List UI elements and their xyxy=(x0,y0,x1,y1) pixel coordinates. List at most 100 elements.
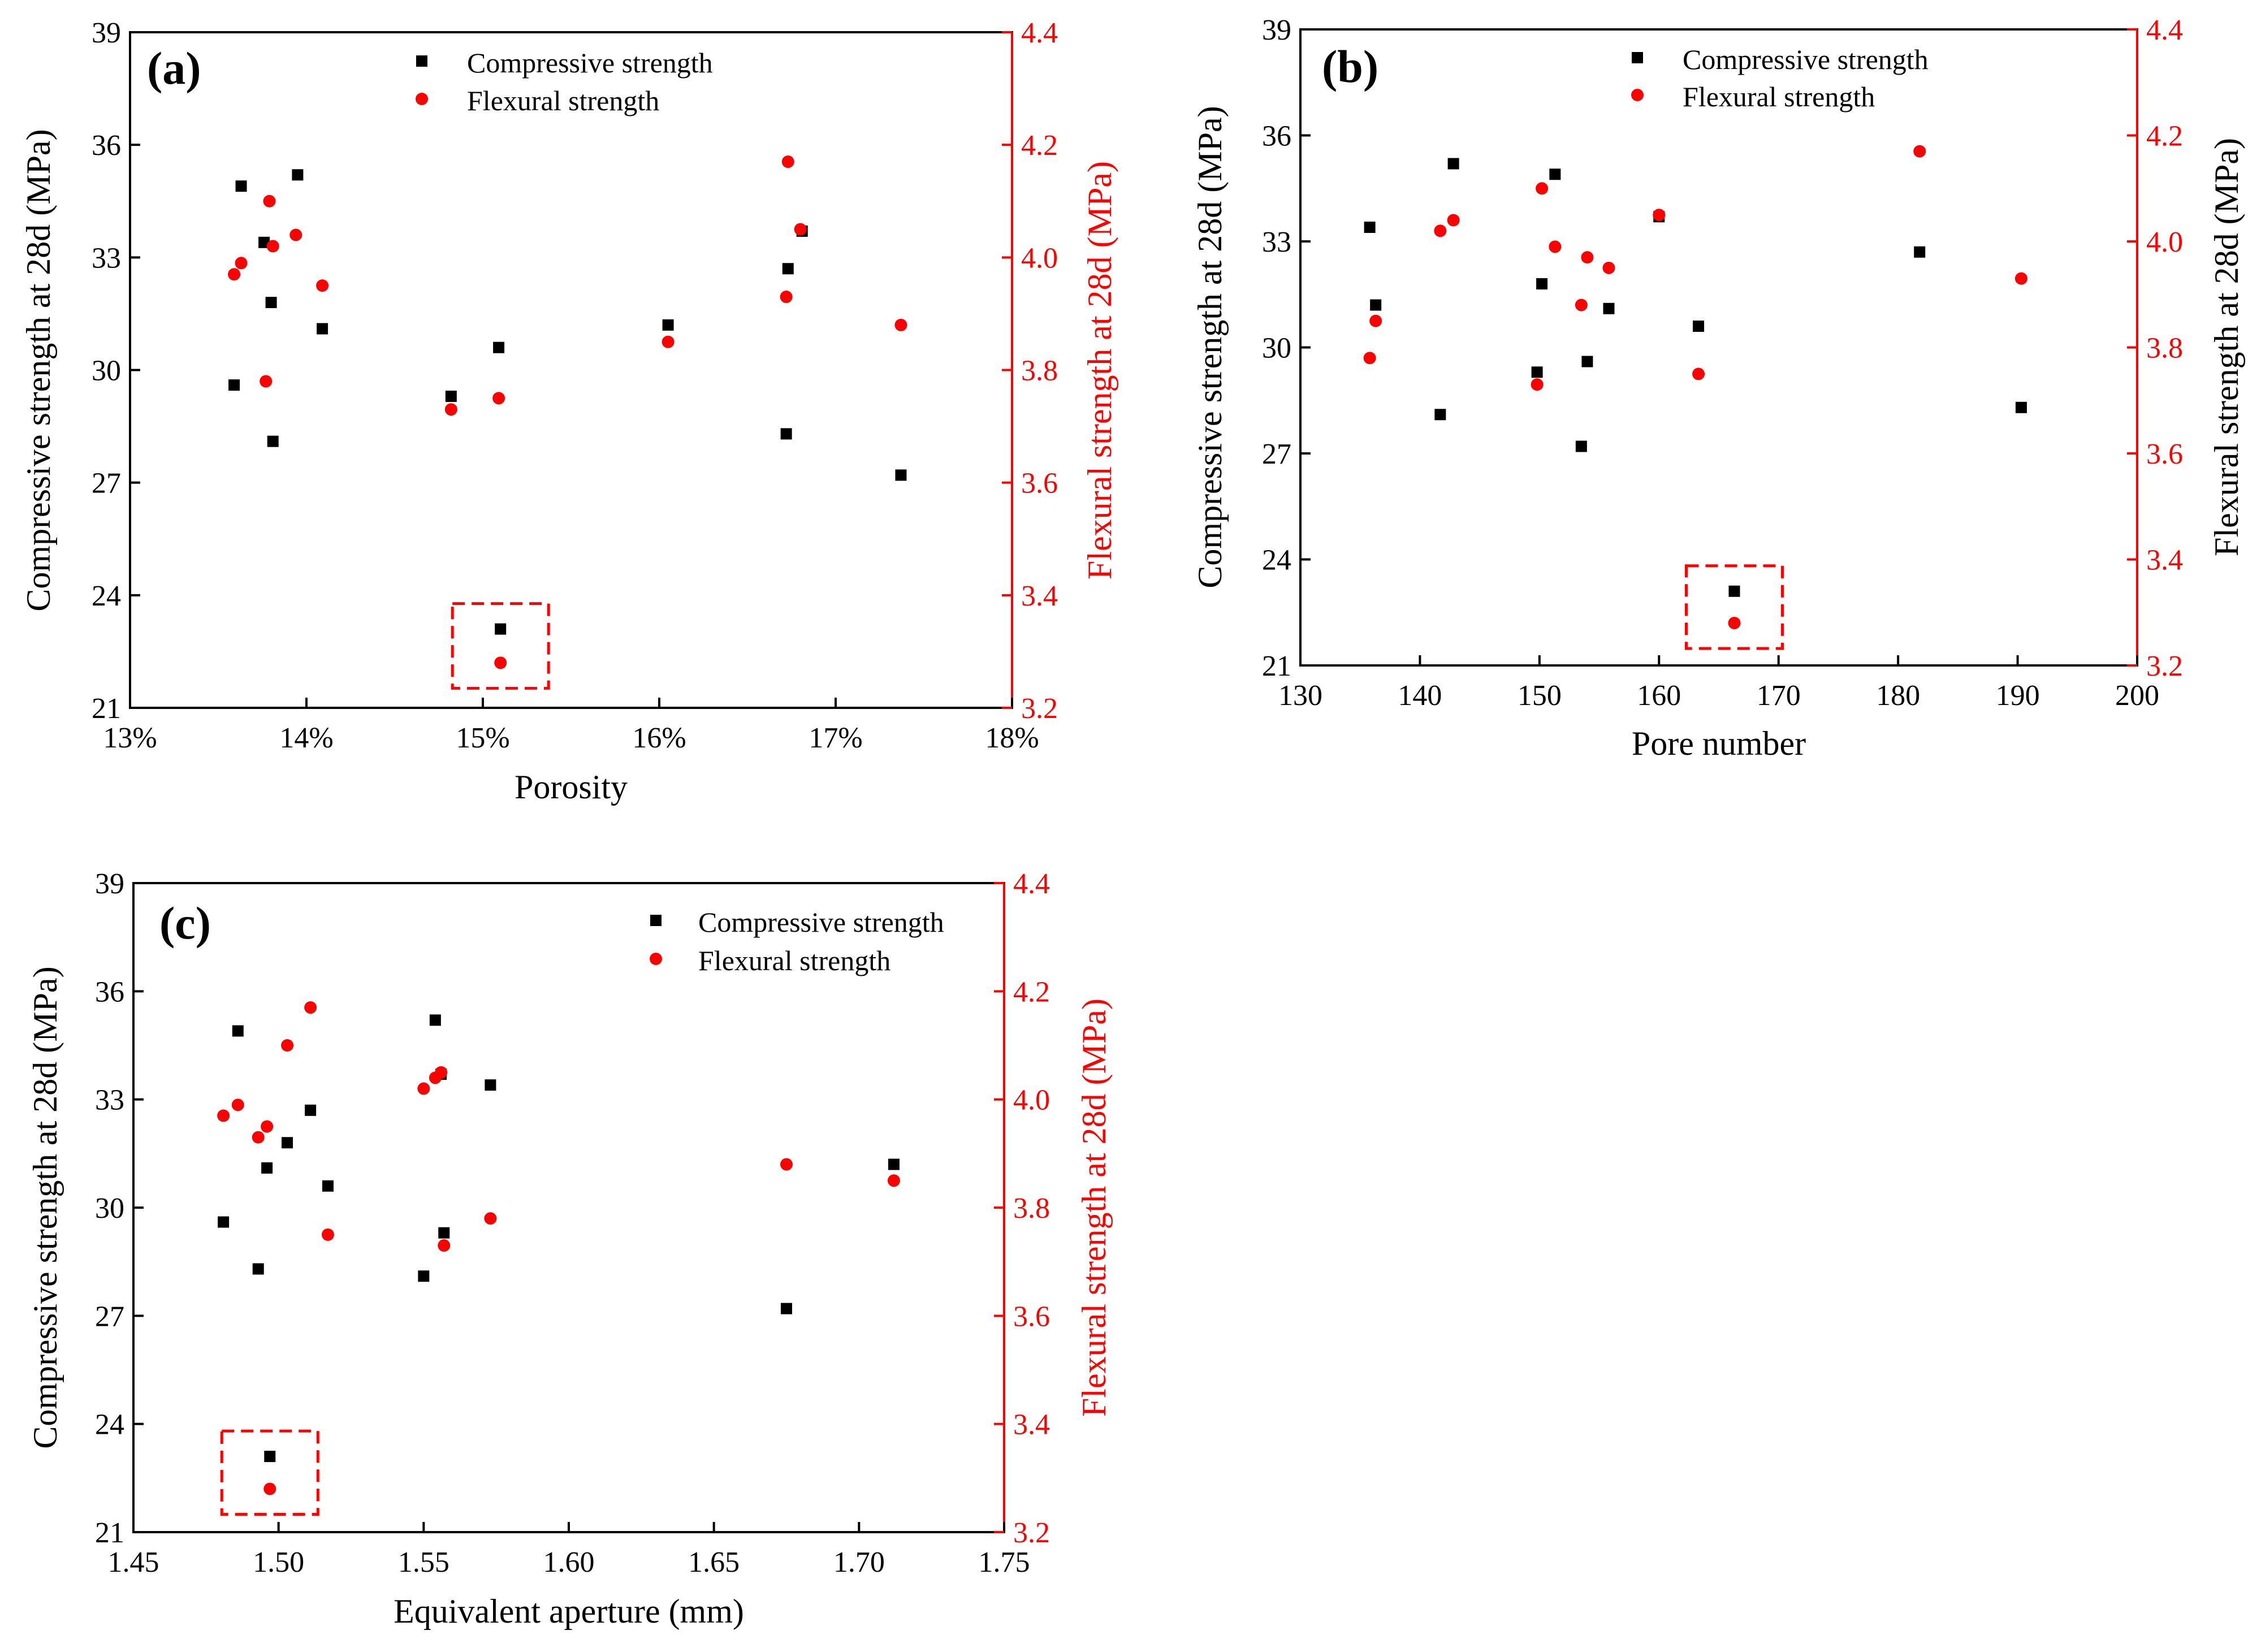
compressive-point xyxy=(1914,246,1926,258)
compressive-point xyxy=(1575,440,1587,452)
y-tick-label: 27 xyxy=(95,1300,124,1333)
plot-frame xyxy=(129,31,1013,709)
flexural-point xyxy=(231,1099,244,1112)
y2-tick-label: 3.8 xyxy=(1021,355,1058,387)
x-tick-label: 1.70 xyxy=(833,1546,885,1579)
compressive-point xyxy=(305,1104,317,1116)
y2-tick-label: 4.4 xyxy=(1013,868,1050,900)
compressive-point xyxy=(780,428,792,440)
compressive-point xyxy=(317,323,328,335)
compressive-point xyxy=(445,390,457,402)
flexural-point xyxy=(780,1158,793,1171)
y2-tick-label: 3.2 xyxy=(1013,1517,1050,1549)
x-tick-label: 130 xyxy=(1278,680,1322,712)
legend: Compressive strength Flexural strength xyxy=(1631,44,1929,113)
y-tick-label: 36 xyxy=(1262,120,1291,153)
legend-marker-compressive xyxy=(416,55,427,67)
flexural-point xyxy=(235,257,248,270)
legend-label-flexural: Flexural strength xyxy=(1683,81,1875,113)
flexural-point xyxy=(217,1109,230,1122)
y2-tick-label: 3.8 xyxy=(1013,1192,1050,1225)
y-tick-label: 21 xyxy=(1262,650,1291,682)
x-tick-label: 1.75 xyxy=(979,1546,1030,1579)
y2-tick-label: 3.4 xyxy=(1021,580,1058,612)
y-tick-label: 30 xyxy=(1262,332,1291,365)
compressive-point xyxy=(267,435,279,447)
y-tick-label: 36 xyxy=(92,129,121,162)
flexural-point xyxy=(1531,378,1544,391)
x-tick-label: 1.55 xyxy=(398,1546,449,1579)
x-tick-label: 200 xyxy=(2115,680,2159,712)
y-tick-label: 30 xyxy=(95,1192,124,1225)
compressive-point xyxy=(1728,585,1740,597)
y2-tick-label: 4.2 xyxy=(1013,976,1050,1008)
y2-axis-label: Flexural strength at 28d (MPa) xyxy=(1075,998,1113,1417)
x-tick-label: 14% xyxy=(279,722,333,754)
legend-label-flexural: Flexural strength xyxy=(698,945,890,976)
flexural-point xyxy=(228,268,241,281)
flexural-point xyxy=(435,1066,448,1079)
y2-tick-label: 3.2 xyxy=(1021,693,1058,725)
y-tick-label: 33 xyxy=(95,1084,124,1117)
flexural-point xyxy=(1653,209,1666,222)
compressive-point xyxy=(2015,401,2027,413)
flexural-point xyxy=(266,240,279,253)
flexural-point xyxy=(281,1039,294,1052)
flexural-point xyxy=(261,1120,274,1133)
x-tick-label: 18% xyxy=(985,722,1039,754)
legend-label-compressive: Compressive strength xyxy=(1683,44,1929,75)
compressive-point xyxy=(1536,278,1548,289)
flexural-point xyxy=(289,228,302,241)
y-tick-label: 33 xyxy=(1262,226,1291,258)
legend-marker-compressive xyxy=(1632,52,1643,63)
x-tick-label: 15% xyxy=(456,722,509,754)
flexural-point xyxy=(894,318,907,331)
flexural-point xyxy=(1602,261,1615,274)
x-tick-label: 17% xyxy=(809,722,862,754)
y-axis-label: Compressive strength at 28d (MPa) xyxy=(1191,106,1229,588)
y2-tick-label: 4.2 xyxy=(1021,129,1058,162)
y2-tick-label: 4.2 xyxy=(2146,120,2183,153)
flexural-point xyxy=(887,1174,900,1187)
x-tick-label: 1.65 xyxy=(688,1546,740,1579)
panel-label: (b) xyxy=(1322,41,1378,92)
y2-tick-label: 4.0 xyxy=(1021,242,1058,274)
flexural-point xyxy=(1913,145,1926,158)
legend-label-flexural: Flexural strength xyxy=(467,85,659,116)
legend-marker-flexural xyxy=(416,93,428,105)
compressive-point xyxy=(218,1216,230,1228)
compressive-point xyxy=(1364,222,1376,233)
outlier-highlight-box xyxy=(220,1429,319,1516)
compressive-point xyxy=(495,623,507,635)
legend: Compressive strength Flexural strength xyxy=(650,906,944,976)
compressive-point xyxy=(292,169,304,181)
compressive-point xyxy=(264,1451,276,1463)
compressive-point xyxy=(1434,409,1446,421)
flexural-point xyxy=(263,194,276,207)
y-tick-label: 24 xyxy=(92,580,121,612)
x-tick-label: 13% xyxy=(103,722,157,754)
flexural-point xyxy=(1692,367,1705,380)
y-tick-label: 21 xyxy=(95,1517,124,1549)
x-tick-label: 160 xyxy=(1637,680,1681,712)
y2-tick-label: 4.4 xyxy=(2146,14,2183,46)
compressive-point xyxy=(1531,366,1543,378)
flexural-point xyxy=(252,1131,265,1144)
plot-frame xyxy=(1299,28,2138,667)
x-tick-label: 16% xyxy=(632,722,686,754)
panel-label: (c) xyxy=(159,897,211,949)
y-tick-label: 39 xyxy=(1262,14,1291,46)
y2-axis-label: Flexural strength at 28d (MPa) xyxy=(2208,138,2245,556)
flexural-point xyxy=(1575,299,1588,312)
flexural-point xyxy=(321,1228,334,1241)
compressive-point xyxy=(662,319,674,331)
flexural-point xyxy=(492,392,505,405)
compressive-point xyxy=(782,263,794,275)
flexural-point xyxy=(794,223,807,236)
panel-c: (c) Equivalent aperture (mm) Compressive… xyxy=(27,868,1113,1630)
compressive-point xyxy=(1603,302,1615,314)
compressive-point xyxy=(1447,158,1459,170)
y-tick-label: 24 xyxy=(95,1409,124,1441)
flexural-point xyxy=(417,1082,430,1095)
